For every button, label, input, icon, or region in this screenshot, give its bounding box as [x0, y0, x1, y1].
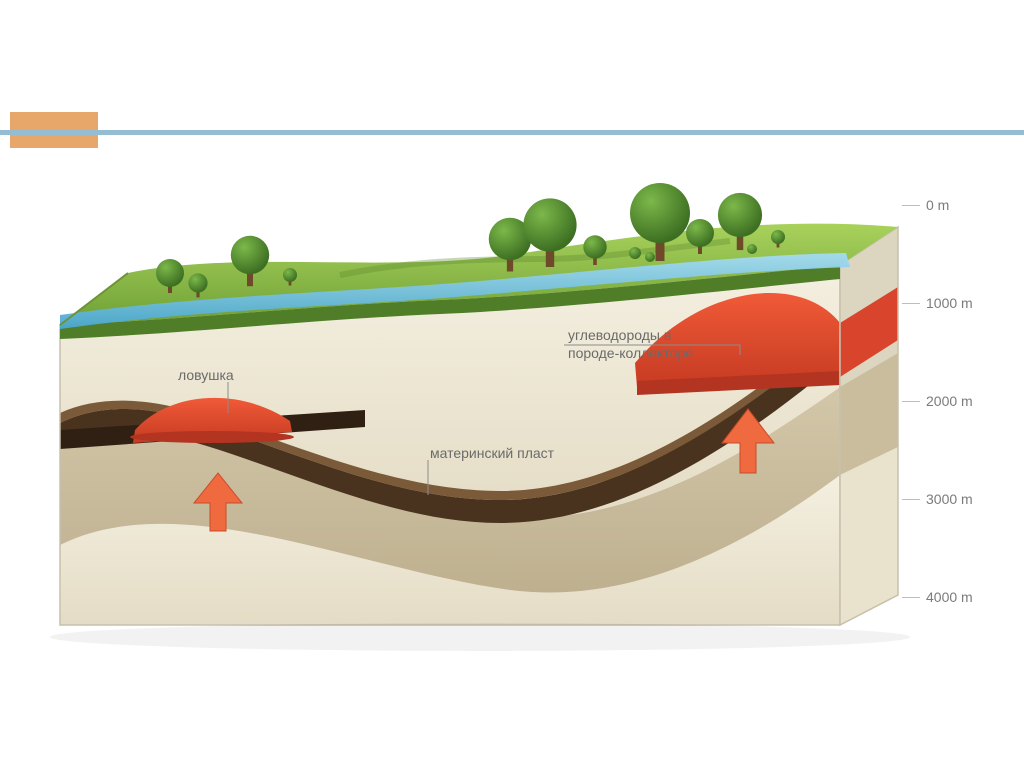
- annotation-trap: ловушка: [178, 367, 234, 385]
- depth-tick: [902, 499, 920, 500]
- cross-section-svg: [40, 155, 984, 665]
- annotation-reservoir-l2: породе-коллекторе: [568, 345, 693, 363]
- accent-line: [0, 130, 1024, 135]
- block-shadow: [50, 623, 910, 651]
- depth-label-3000: 3000 m: [926, 491, 973, 507]
- depth-label-0: 0 m: [926, 197, 949, 213]
- depth-label-4000: 4000 m: [926, 589, 973, 605]
- slide-header-rule: [0, 118, 1024, 144]
- depth-tick: [902, 597, 920, 598]
- depth-tick: [902, 303, 920, 304]
- right-face: [840, 227, 898, 625]
- depth-tick: [902, 401, 920, 402]
- depth-label-1000: 1000 m: [926, 295, 973, 311]
- annotation-source-rock: материнский пласт: [430, 445, 554, 463]
- geologic-cross-section-diagram: 0 m 1000 m 2000 m 3000 m 4000 m ловушка …: [40, 155, 984, 665]
- annotation-reservoir-l1: углеводороды в: [568, 327, 671, 345]
- depth-label-2000: 2000 m: [926, 393, 973, 409]
- depth-tick: [902, 205, 920, 206]
- bush-icon: [629, 247, 641, 259]
- bush-icon: [645, 252, 655, 262]
- bush-icon: [747, 244, 757, 254]
- trap-left-base: [130, 431, 294, 443]
